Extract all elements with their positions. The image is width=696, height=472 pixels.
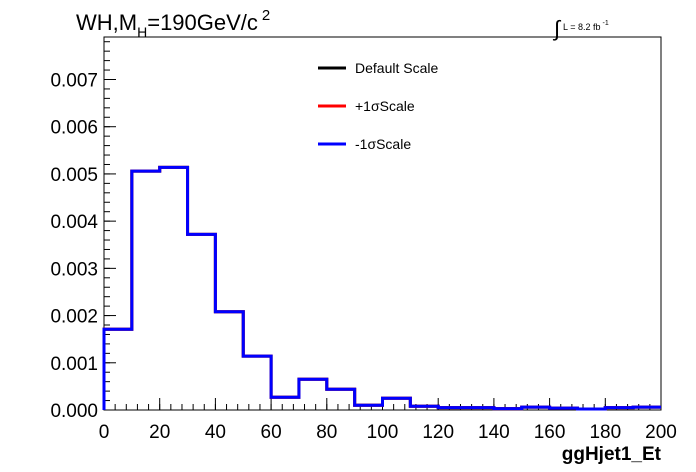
luminosity-label: ∫ L = 8.2 fb -1 [552, 16, 609, 41]
x-tick-label: 60 [261, 422, 282, 443]
y-tick-label: 0.001 [50, 354, 98, 375]
y-tick-label: 0.004 [50, 212, 98, 233]
x-tick-label: 160 [534, 422, 566, 443]
legend: Default Scale +1σScale -1σScale [318, 60, 438, 152]
y-tick-label: 0.002 [50, 307, 98, 328]
y-tick-label: 0.003 [50, 259, 98, 280]
x-axis-label: ggHjet1_Et [562, 444, 662, 465]
x-tick-label: 0 [99, 422, 110, 443]
legend-label: -1σScale [355, 136, 411, 152]
x-tick-label: 80 [316, 422, 337, 443]
y-tick-label: 0.007 [50, 70, 98, 91]
y-axis: 0.000 0.001 0.002 0.003 0.004 0.005 0.006 0.007 [50, 41, 116, 422]
chart-title: WH,MH=190GeV/c 2 [76, 7, 270, 40]
x-tick-label: 100 [367, 422, 399, 443]
x-tick-label: 40 [205, 422, 226, 443]
legend-label: Default Scale [355, 60, 438, 76]
y-tick-label: 0.000 [50, 401, 98, 422]
x-tick-label: 120 [422, 422, 454, 443]
x-tick-label: 200 [645, 422, 677, 443]
histogram-series-2 [102, 165, 661, 411]
legend-label: +1σScale [355, 98, 415, 114]
x-tick-label: 20 [149, 422, 170, 443]
series-layer [102, 165, 661, 411]
y-tick-label: 0.005 [50, 165, 98, 186]
x-tick-label: 180 [589, 422, 621, 443]
x-tick-label: 140 [478, 422, 510, 443]
x-axis: 0 20 40 60 80 100 120 140 160 180 200 [99, 398, 677, 443]
y-tick-label: 0.006 [50, 118, 98, 139]
